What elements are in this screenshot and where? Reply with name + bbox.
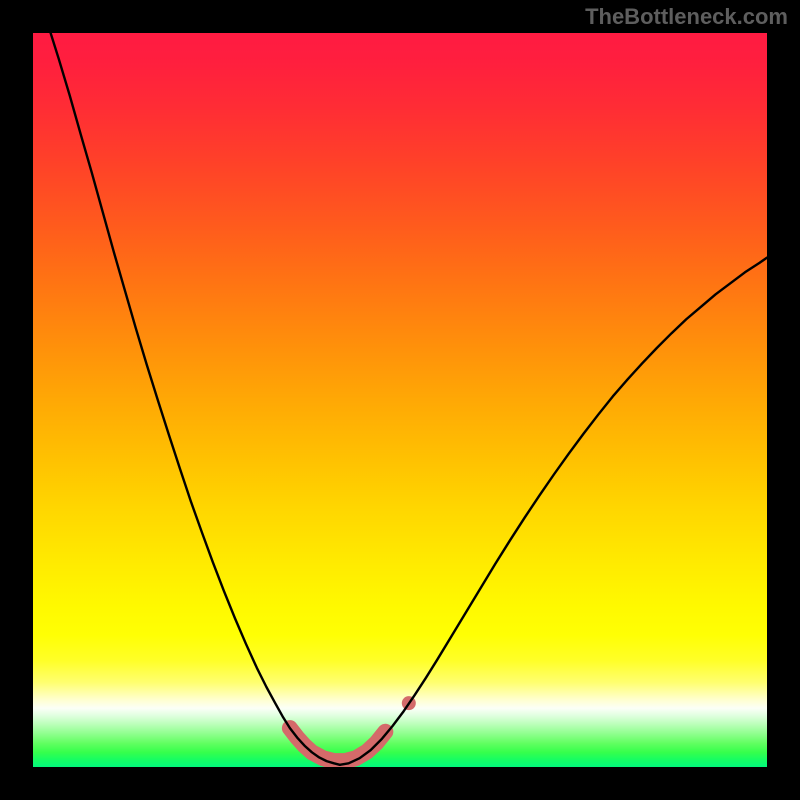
plot-curves xyxy=(33,33,767,767)
chart-container: TheBottleneck.com xyxy=(0,0,800,800)
left-curve xyxy=(51,33,340,765)
watermark-text: TheBottleneck.com xyxy=(585,4,788,30)
plot-area xyxy=(33,33,767,767)
right-curve xyxy=(340,258,767,765)
